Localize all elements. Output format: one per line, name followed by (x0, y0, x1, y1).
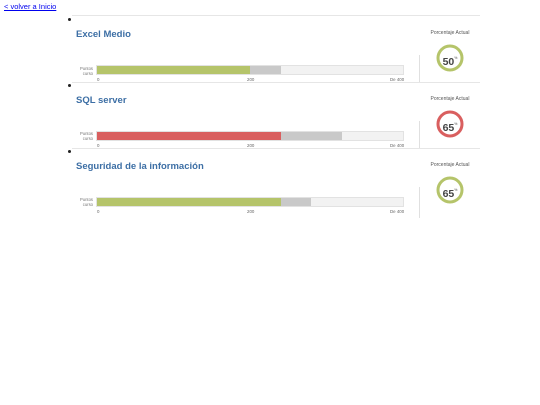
progress-bar-track (96, 197, 404, 207)
row-divider (72, 148, 480, 149)
tick-label-mid: 200 (247, 77, 255, 82)
row-divider (72, 82, 480, 83)
tick-label-mid: 200 (247, 143, 255, 148)
percent-gauge: 50% (436, 44, 464, 72)
list-bullet (68, 150, 71, 153)
gauge-value: 65% (442, 188, 458, 200)
percent-label: Porcentaje Actual (430, 30, 470, 36)
course-title: Excel Medio (76, 29, 131, 40)
list-bullet (68, 18, 71, 21)
bar-label: Puntos curso (79, 197, 93, 207)
progress-bar-track (96, 131, 404, 141)
course-title: Seguridad de la información (76, 161, 204, 172)
percent-gauge: 65% (436, 176, 464, 204)
progress-bar-value (97, 198, 281, 206)
tick-label-min: 0 (97, 77, 100, 82)
percent-gauge: 65% (436, 110, 464, 138)
percent-label: Porcentaje Actual (430, 162, 470, 168)
bar-label: Puntos curso (79, 131, 93, 141)
gauge-value: 65% (442, 122, 458, 134)
tick-label-min: 0 (97, 143, 100, 148)
vertical-divider (419, 55, 420, 82)
vertical-divider (419, 187, 420, 218)
percent-label: Porcentaje Actual (430, 96, 470, 102)
gauge-ring-icon (436, 44, 464, 72)
progress-bar-track (96, 65, 404, 75)
top-divider (72, 15, 480, 16)
tick-label-mid: 200 (247, 209, 255, 214)
gauge-ring-icon (436, 176, 464, 204)
gauge-ring-icon (436, 110, 464, 138)
course-title: SQL server (76, 95, 127, 106)
gauge-value: 50% (442, 56, 458, 68)
tick-label-max: De 400 (390, 209, 405, 214)
progress-bar-value (97, 132, 281, 140)
bar-label: Puntos curso (79, 66, 93, 76)
vertical-divider (419, 121, 420, 148)
back-to-home-link[interactable]: < volver a Inicio (4, 2, 57, 11)
list-bullet (68, 84, 71, 87)
progress-bar-value (97, 66, 250, 74)
tick-label-min: 0 (97, 209, 100, 214)
tick-label-max: De 400 (390, 143, 405, 148)
tick-label-max: De 400 (390, 77, 405, 82)
